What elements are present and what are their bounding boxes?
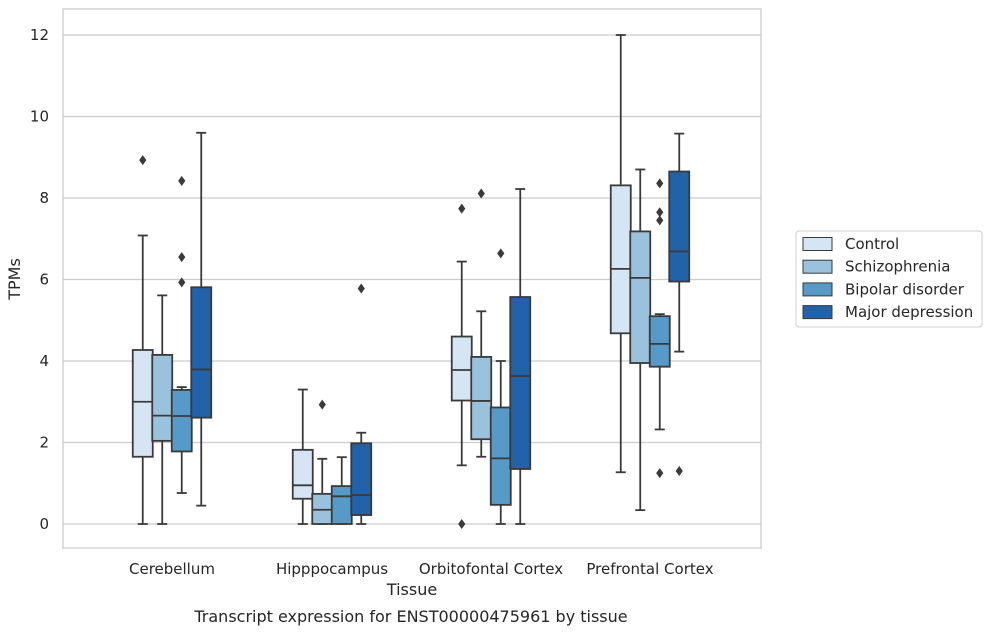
outlier-point [656, 178, 664, 189]
outlier-point [656, 215, 664, 226]
box-2-0 [450, 203, 473, 529]
x-tick-labels: Cerebellum Hipppocampus Orbitofontal Corte… [129, 560, 714, 578]
y-tick-label: 6 [39, 271, 49, 289]
outlier-point [178, 175, 186, 186]
box-0-2 [170, 175, 193, 494]
box-3-2 [648, 178, 671, 479]
x-tick-label: Cerebellum [129, 560, 215, 578]
x-tick-label: Hipppocampus [276, 560, 388, 578]
box-3-1 [629, 168, 652, 512]
box-2-2 [489, 248, 512, 525]
outlier-point [477, 188, 485, 199]
outlier-point [497, 248, 505, 259]
iqr-box [470, 356, 493, 441]
y-gridlines [63, 34, 761, 525]
y-tick-label: 2 [39, 434, 49, 452]
x-tick-label: Orbitofontal Cortex [419, 560, 563, 578]
box-2-1 [470, 188, 493, 458]
y-tick-label: 10 [30, 108, 49, 126]
box-groups [131, 34, 691, 529]
y-tick-label: 8 [39, 189, 49, 207]
legend-label: Bipolar disorder [845, 280, 965, 298]
iqr-box [668, 170, 691, 283]
outlier-point [357, 283, 365, 294]
box-0-3 [190, 131, 213, 507]
outlier-point [178, 252, 186, 263]
iqr-box [170, 389, 193, 453]
iqr-box [648, 315, 671, 368]
legend-swatch [802, 282, 833, 297]
legend-item: Bipolar disorder [802, 280, 965, 298]
box-1-1 [311, 399, 334, 525]
legend-swatch [802, 259, 833, 274]
iqr-box [609, 184, 632, 335]
legend-frame [795, 230, 983, 328]
box-0-0 [131, 155, 154, 525]
outlier-point [318, 399, 326, 410]
iqr-box [190, 286, 213, 419]
legend-label: Control [845, 235, 899, 253]
y-tick-label: 4 [39, 352, 49, 370]
legend-item: Control [802, 235, 899, 253]
y-tick-label: 0 [39, 515, 49, 533]
outlier-point [458, 519, 466, 529]
iqr-box [509, 296, 532, 470]
outlier-point [139, 155, 147, 166]
legend-items: Control Schizophrenia Bipolar disorder Majo… [802, 235, 973, 321]
iqr-box [151, 353, 174, 442]
legend-swatch [802, 305, 833, 320]
outlier-point [178, 277, 186, 288]
outlier-point [675, 466, 683, 477]
y-tick-labels: 0 2 4 6 8 10 12 [30, 26, 49, 533]
legend-swatch [802, 237, 833, 251]
iqr-box [350, 442, 373, 516]
iqr-box [489, 406, 512, 506]
legend-label: Major depression [845, 303, 973, 321]
outlier-point [656, 468, 664, 479]
box-1-3 [350, 283, 373, 525]
figure-caption: Transcript expression for ENST0000047596… [193, 607, 627, 626]
box-3-3 [668, 132, 691, 477]
iqr-box [291, 448, 314, 500]
box-3-0 [609, 34, 632, 474]
legend-item: Major depression [802, 303, 973, 321]
iqr-box [330, 485, 353, 525]
iqr-box [450, 335, 473, 402]
box-1-0 [291, 388, 314, 525]
box-0-1 [151, 294, 174, 525]
legend-item: Schizophrenia [802, 258, 950, 276]
box-2-3 [509, 188, 532, 525]
legend: Control Schizophrenia Bipolar disorder Majo… [795, 230, 983, 328]
legend-label: Schizophrenia [845, 258, 950, 276]
x-tick-label: Prefrontal Cortex [586, 560, 713, 578]
iqr-box [131, 349, 154, 458]
iqr-box [629, 230, 652, 364]
y-tick-label: 12 [30, 26, 49, 44]
box-1-2 [330, 456, 353, 525]
outlier-point [656, 207, 664, 218]
y-axis-title: TPMs [5, 258, 24, 301]
x-axis-title: Tissue [386, 580, 437, 599]
plot-area-frame [62, 8, 762, 549]
outlier-point [458, 203, 466, 214]
